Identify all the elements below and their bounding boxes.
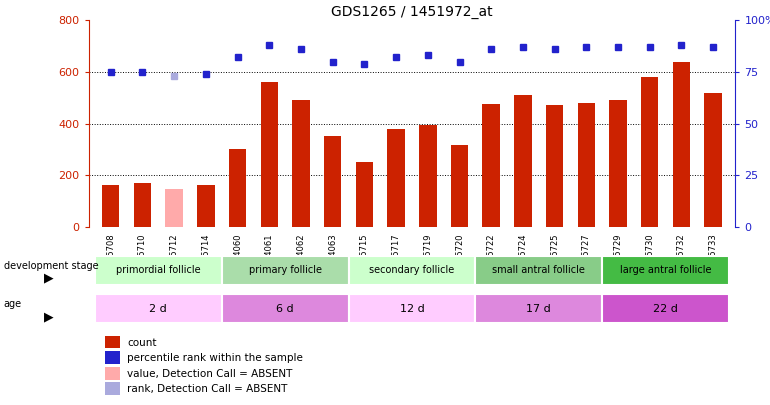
Bar (546, 105, 564, 227)
Text: rank, Detection Call = ABSENT: rank, Detection Call = ABSENT (127, 384, 287, 394)
Text: 17 d: 17 d (527, 304, 551, 314)
Bar (105, 382, 120, 395)
Title: GDS1265 / 1451972_at: GDS1265 / 1451972_at (331, 5, 493, 19)
Bar (324, 136, 341, 227)
Bar (105, 335, 120, 348)
Bar (293, 100, 310, 227)
Bar (356, 162, 373, 227)
Text: percentile rank within the sample: percentile rank within the sample (127, 353, 303, 363)
Bar (197, 185, 215, 227)
Bar (673, 62, 690, 227)
Bar (387, 129, 405, 227)
Bar (450, 145, 468, 227)
Bar (102, 185, 119, 227)
Text: ▶: ▶ (44, 271, 54, 284)
Text: 6 d: 6 d (276, 304, 294, 314)
Text: large antral follicle: large antral follicle (620, 265, 711, 275)
Bar (641, 77, 658, 227)
Bar (260, 82, 278, 227)
Bar (349, 256, 475, 285)
Bar (419, 125, 437, 227)
Text: ▶: ▶ (44, 310, 54, 323)
Bar (705, 93, 722, 227)
Bar (602, 294, 729, 323)
Bar (475, 294, 602, 323)
Bar (222, 256, 349, 285)
Bar (95, 294, 222, 323)
Bar (222, 294, 349, 323)
Bar (349, 294, 475, 323)
Bar (475, 256, 602, 285)
Bar (602, 256, 729, 285)
Text: age: age (4, 299, 22, 309)
Bar (514, 95, 531, 227)
Text: 2 d: 2 d (149, 304, 167, 314)
Text: 22 d: 22 d (653, 304, 678, 314)
Text: primary follicle: primary follicle (249, 265, 322, 275)
Text: value, Detection Call = ABSENT: value, Detection Call = ABSENT (127, 369, 293, 379)
Text: count: count (127, 338, 156, 347)
Text: small antral follicle: small antral follicle (492, 265, 585, 275)
Bar (609, 100, 627, 227)
Bar (229, 149, 246, 227)
Bar (134, 183, 151, 227)
Text: primordial follicle: primordial follicle (116, 265, 201, 275)
Bar (105, 367, 120, 379)
Bar (166, 190, 183, 227)
Text: development stage: development stage (4, 261, 98, 271)
Bar (95, 256, 222, 285)
Text: 12 d: 12 d (400, 304, 424, 314)
Bar (483, 104, 500, 227)
Bar (105, 351, 120, 364)
Bar (578, 103, 595, 227)
Text: secondary follicle: secondary follicle (370, 265, 454, 275)
